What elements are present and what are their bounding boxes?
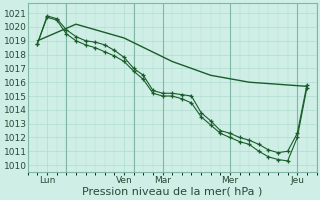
X-axis label: Pression niveau de la mer( hPa ): Pression niveau de la mer( hPa )	[82, 187, 262, 197]
